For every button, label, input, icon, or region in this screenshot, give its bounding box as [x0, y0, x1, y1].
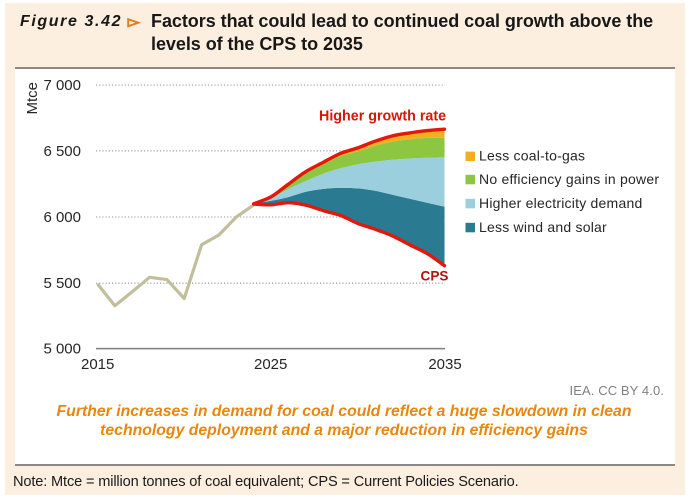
svg-text:Higher growth rate: Higher growth rate: [319, 109, 446, 125]
svg-text:Less wind and solar: Less wind and solar: [479, 219, 607, 235]
svg-text:5 500: 5 500: [43, 275, 81, 292]
svg-text:2025: 2025: [254, 356, 287, 373]
svg-text:6 000: 6 000: [43, 209, 81, 226]
svg-text:7 000: 7 000: [43, 77, 81, 94]
svg-text:No efficiency gains in power: No efficiency gains in power: [479, 171, 659, 187]
svg-text:6 500: 6 500: [43, 143, 81, 160]
svg-text:Less coal-to-gas: Less coal-to-gas: [479, 147, 585, 163]
svg-text:Mtce: Mtce: [24, 82, 41, 115]
svg-text:5 000: 5 000: [43, 341, 81, 358]
svg-text:CPS: CPS: [421, 269, 449, 284]
svg-text:Higher electricity demand: Higher electricity demand: [479, 195, 642, 211]
svg-text:2015: 2015: [81, 356, 114, 373]
svg-text:2035: 2035: [428, 356, 461, 373]
